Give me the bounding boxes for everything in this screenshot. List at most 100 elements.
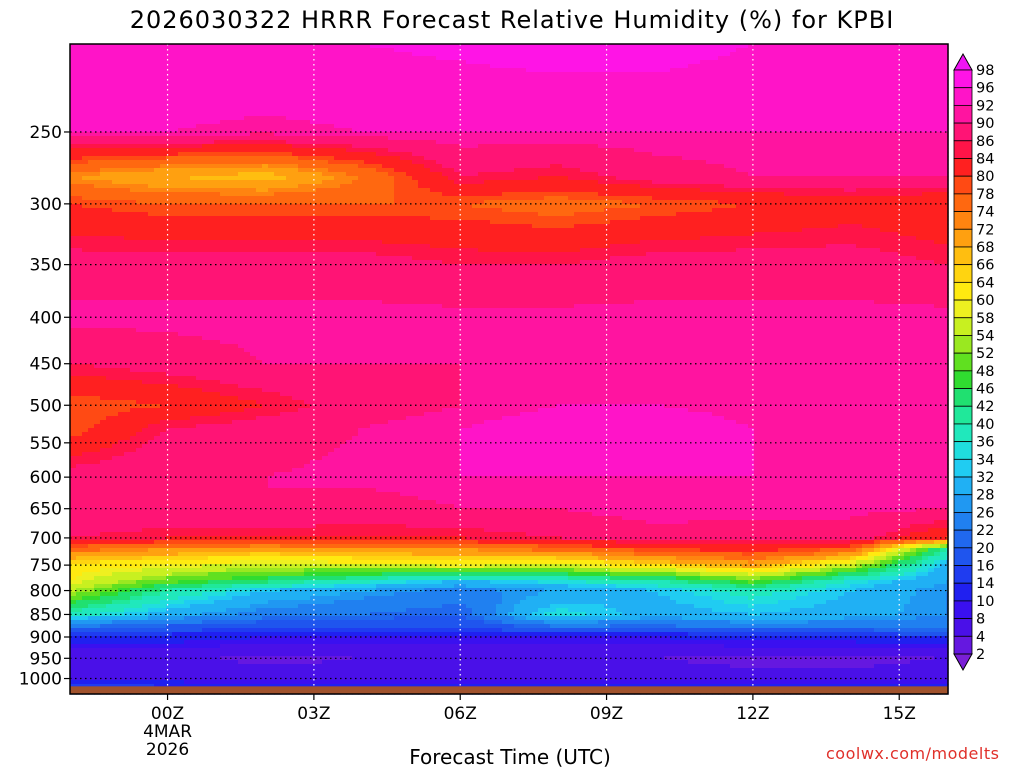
rh-cell <box>172 212 179 217</box>
rh-cell <box>112 560 119 565</box>
rh-cell <box>244 428 251 433</box>
rh-cell <box>76 396 83 401</box>
rh-cell <box>124 508 131 513</box>
rh-cell <box>76 316 83 321</box>
rh-cell <box>166 676 173 681</box>
rh-cell <box>238 116 245 121</box>
rh-cell <box>172 412 179 417</box>
rh-cell <box>190 664 197 669</box>
rh-cell <box>178 196 185 201</box>
rh-cell <box>100 492 107 497</box>
rh-cell <box>130 164 137 169</box>
rh-cell <box>202 648 209 653</box>
rh-cell <box>250 252 257 257</box>
rh-cell <box>136 632 143 637</box>
rh-cell <box>70 92 77 97</box>
rh-cell <box>112 544 119 549</box>
rh-cell <box>106 416 113 421</box>
rh-cell <box>244 52 251 57</box>
rh-cell <box>208 640 215 645</box>
rh-cell <box>106 240 113 245</box>
rh-cell <box>88 92 95 97</box>
rh-cell <box>70 660 77 665</box>
rh-cell <box>130 92 137 97</box>
rh-cell <box>202 256 209 261</box>
rh-cell <box>244 508 251 513</box>
rh-cell <box>100 360 107 365</box>
rh-cell <box>94 84 101 89</box>
rh-cell <box>142 684 149 689</box>
rh-cell <box>196 152 203 157</box>
rh-cell <box>178 548 185 553</box>
rh-cell <box>214 272 221 277</box>
rh-cell <box>124 444 131 449</box>
rh-cell <box>154 552 161 557</box>
rh-cell <box>94 92 101 97</box>
rh-cell <box>244 480 251 485</box>
rh-cell <box>82 520 89 525</box>
rh-cell <box>184 664 191 669</box>
rh-cell <box>214 340 221 345</box>
rh-cell <box>196 616 203 621</box>
rh-cell <box>238 156 245 161</box>
rh-cell <box>100 300 107 305</box>
rh-cell <box>184 212 191 217</box>
rh-cell <box>70 224 77 229</box>
rh-cell <box>226 96 233 101</box>
rh-cell <box>196 584 203 589</box>
rh-cell <box>166 420 173 425</box>
rh-cell <box>88 308 95 313</box>
rh-cell <box>160 212 167 217</box>
rh-cell <box>208 492 215 497</box>
rh-cell <box>190 460 197 465</box>
rh-cell <box>178 644 185 649</box>
rh-cell <box>208 376 215 381</box>
rh-cell <box>76 304 83 309</box>
rh-cell <box>154 588 161 593</box>
rh-cell <box>70 444 77 449</box>
rh-cell <box>226 476 233 481</box>
rh-cell <box>196 56 203 61</box>
rh-cell <box>112 532 119 537</box>
rh-cell <box>244 648 251 653</box>
rh-cell <box>196 468 203 473</box>
rh-cell <box>196 580 203 585</box>
rh-cell <box>214 640 221 645</box>
rh-cell <box>208 328 215 333</box>
rh-cell <box>160 416 167 421</box>
rh-cell <box>106 684 113 689</box>
rh-cell <box>202 452 209 457</box>
rh-cell <box>202 436 209 441</box>
rh-cell <box>82 300 89 305</box>
rh-cell <box>100 328 107 333</box>
rh-cell <box>196 76 203 81</box>
rh-cell <box>136 684 143 689</box>
rh-cell <box>160 328 167 333</box>
rh-cell <box>178 476 185 481</box>
rh-cell <box>208 508 215 513</box>
rh-cell <box>244 484 251 489</box>
rh-cell <box>94 188 101 193</box>
rh-cell <box>124 332 131 337</box>
rh-cell <box>208 368 215 373</box>
rh-cell <box>148 332 155 337</box>
rh-cell <box>148 328 155 333</box>
rh-cell <box>160 156 167 161</box>
rh-cell <box>238 496 245 501</box>
rh-cell <box>130 532 137 537</box>
rh-cell <box>244 304 251 309</box>
rh-cell <box>244 300 251 305</box>
rh-cell <box>100 656 107 661</box>
rh-cell <box>100 536 107 541</box>
rh-cell <box>178 308 185 313</box>
rh-cell <box>124 488 131 493</box>
rh-cell <box>130 512 137 517</box>
rh-cell <box>76 472 83 477</box>
rh-cell <box>166 184 173 189</box>
rh-cell <box>214 436 221 441</box>
rh-cell <box>100 312 107 317</box>
rh-cell <box>154 472 161 477</box>
rh-cell <box>106 512 113 517</box>
rh-cell <box>70 368 77 373</box>
rh-cell <box>196 472 203 477</box>
